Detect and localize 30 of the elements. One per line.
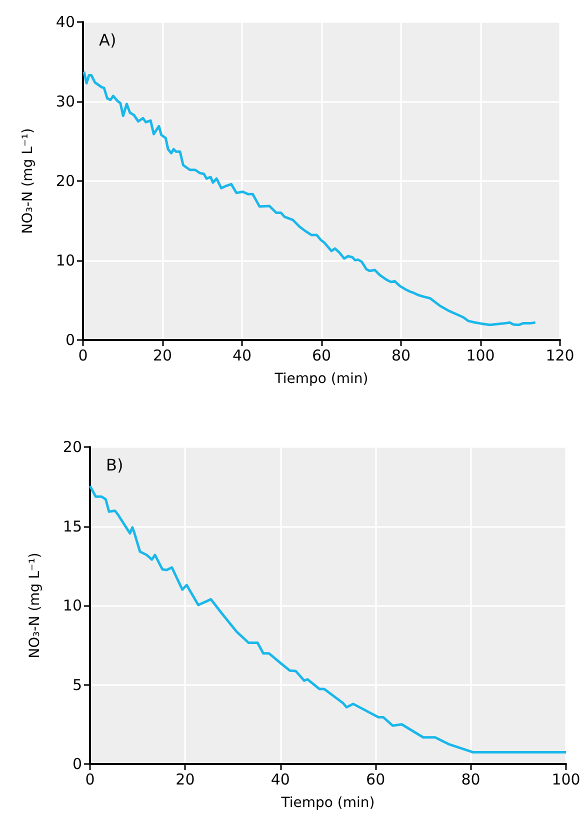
y-tick-label: 20 <box>62 438 82 456</box>
y-tick-label: 10 <box>62 596 82 614</box>
x-tick-label: 60 <box>366 770 386 788</box>
x-tick-label: 120 <box>546 346 574 364</box>
y-tick-label: 15 <box>62 517 82 536</box>
x-tick-label: 80 <box>461 770 480 788</box>
y-tick-label: 5 <box>72 676 82 694</box>
y-tick-label: 30 <box>56 92 75 110</box>
annotation: B) <box>106 456 124 474</box>
x-tick-label: 20 <box>152 346 172 364</box>
x-tick-label: 80 <box>391 346 411 364</box>
y-tick-label: 0 <box>72 755 82 773</box>
annotation: A) <box>99 30 116 50</box>
x-tick-label: 0 <box>85 770 95 788</box>
x-tick-label: 60 <box>312 346 332 364</box>
x-axis-title: Tiempo (min) <box>274 371 368 387</box>
x-axis-title: Tiempo (min) <box>280 795 375 811</box>
y-axis-title: NO₃-N (mg L⁻¹) <box>27 552 43 658</box>
line-series <box>88 484 568 754</box>
x-tick-label: 20 <box>176 770 195 788</box>
y-tick-label: 10 <box>56 252 75 270</box>
line-series <box>82 70 537 326</box>
x-tick-label: 100 <box>552 770 580 788</box>
x-tick-label: 40 <box>232 346 252 364</box>
y-tick-label: 20 <box>56 172 75 190</box>
y-tick-label: 40 <box>56 13 75 31</box>
x-tick-label: 40 <box>270 770 290 788</box>
x-tick-label: 100 <box>466 346 495 364</box>
y-tick-label: 0 <box>65 331 75 349</box>
y-axis-title: NO₃-N (mg L⁻¹) <box>20 128 36 234</box>
